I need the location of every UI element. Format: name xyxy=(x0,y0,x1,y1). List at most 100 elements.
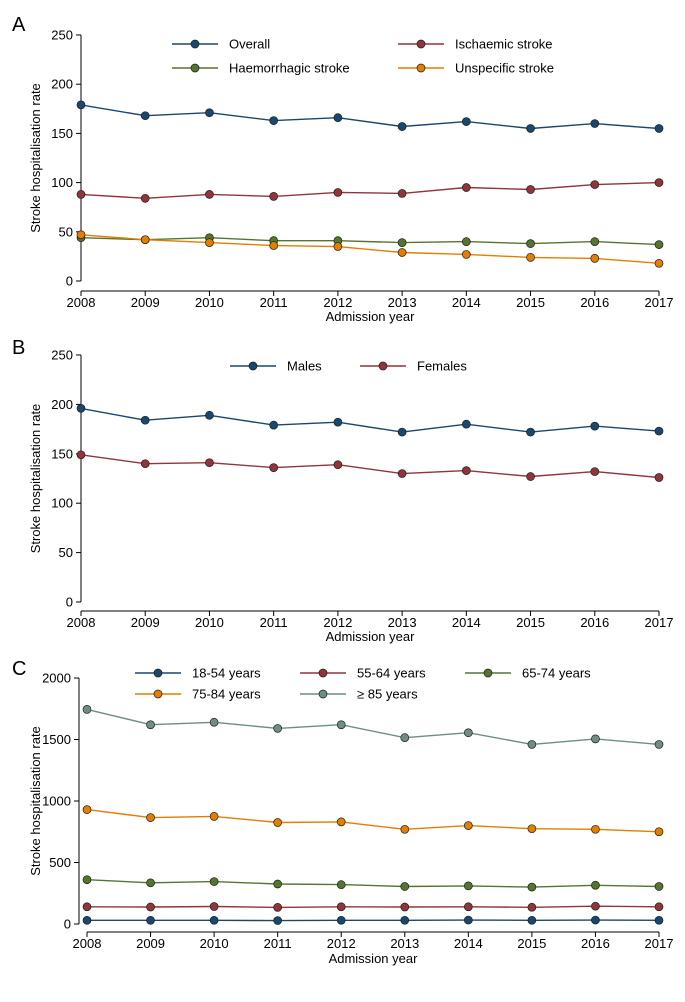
y-axis-title: Stroke hospitalisation rate xyxy=(28,83,43,233)
data-point xyxy=(400,824,410,834)
panel-letter: C xyxy=(12,658,26,680)
x-tick-label: 2013 xyxy=(390,936,419,951)
data-point xyxy=(269,116,279,125)
x-tick-label: 2008 xyxy=(73,936,102,951)
data-point xyxy=(590,421,600,431)
data-point xyxy=(82,805,92,814)
x-tick-label: 2017 xyxy=(645,615,674,630)
data-point xyxy=(82,902,92,912)
data-point xyxy=(269,463,279,472)
data-point xyxy=(400,915,410,925)
series-line xyxy=(80,181,660,200)
data-point xyxy=(463,915,473,925)
data-point xyxy=(654,240,664,249)
legend-swatch-marker xyxy=(248,361,258,371)
x-tick-label: 2015 xyxy=(516,615,545,630)
data-point xyxy=(461,419,471,429)
data-point xyxy=(397,248,407,257)
data-point xyxy=(590,180,600,189)
data-point xyxy=(463,881,473,891)
y-tick-label: 250 xyxy=(51,28,73,43)
data-point xyxy=(461,237,471,246)
data-point xyxy=(527,882,537,892)
data-point xyxy=(526,124,535,133)
data-point xyxy=(526,185,535,194)
x-tick-label: 2014 xyxy=(454,936,483,951)
data-point xyxy=(654,882,664,891)
x-axis-title: Admission year xyxy=(326,309,416,324)
data-point xyxy=(140,111,150,121)
y-tick-label: 0 xyxy=(66,595,73,610)
panel-letter: A xyxy=(12,14,26,36)
legend-swatch-marker xyxy=(153,689,163,699)
data-point xyxy=(269,420,279,430)
data-point xyxy=(526,253,535,262)
data-point xyxy=(82,915,92,925)
y-tick-label: 0 xyxy=(64,917,71,932)
data-point xyxy=(205,238,214,247)
data-point xyxy=(654,426,664,436)
legend-entry: Unspecific stroke xyxy=(398,61,554,76)
x-tick-label: 2012 xyxy=(327,936,356,951)
legend-entry: ≥ 85 years xyxy=(300,687,418,702)
series-0 xyxy=(76,404,664,437)
y-tick-label: 150 xyxy=(51,446,73,461)
data-point xyxy=(140,459,150,469)
data-point xyxy=(76,450,86,460)
x-tick-label: 2008 xyxy=(67,295,96,310)
data-point xyxy=(654,902,664,912)
series-line xyxy=(80,407,660,433)
data-point xyxy=(461,117,471,126)
y-tick-label: 100 xyxy=(51,175,73,190)
data-point xyxy=(397,189,407,198)
legend-entry: 75-84 years xyxy=(135,687,261,702)
legend-swatch-marker xyxy=(318,689,328,699)
legend-swatch-marker xyxy=(416,39,426,49)
data-point xyxy=(527,902,537,912)
data-point xyxy=(76,190,86,199)
x-tick-label: 2015 xyxy=(516,295,545,310)
legend-swatch-marker xyxy=(190,63,200,73)
data-point xyxy=(333,417,343,427)
data-point xyxy=(590,237,600,246)
data-point xyxy=(146,813,155,822)
legend-label: 65-74 years xyxy=(522,666,591,681)
x-tick-label: 2009 xyxy=(131,615,160,630)
data-point xyxy=(76,404,86,413)
data-point xyxy=(654,258,664,268)
legend-label: Ischaemic stroke xyxy=(455,37,553,52)
data-point xyxy=(146,902,155,912)
data-point xyxy=(269,241,279,250)
data-point xyxy=(654,827,664,837)
data-point xyxy=(463,821,473,830)
x-tick-label: 2008 xyxy=(67,615,96,630)
legend-label: Unspecific stroke xyxy=(455,61,554,76)
y-tick-label: 50 xyxy=(59,545,73,560)
y-tick-label: 100 xyxy=(51,496,73,511)
data-point xyxy=(209,877,219,886)
data-point xyxy=(397,238,407,247)
y-tick-label: 2000 xyxy=(42,671,71,686)
data-point xyxy=(654,124,664,133)
series-line xyxy=(80,236,660,246)
data-point xyxy=(76,100,86,110)
y-tick-label: 0 xyxy=(66,274,73,289)
x-tick-label: 2011 xyxy=(264,936,292,951)
data-point xyxy=(654,178,664,187)
data-point xyxy=(333,188,343,197)
data-point xyxy=(397,469,407,478)
data-point xyxy=(82,705,92,714)
data-point xyxy=(336,720,346,730)
legend-entry: 65-74 years xyxy=(465,666,591,681)
series-1 xyxy=(76,450,664,482)
data-point xyxy=(76,230,86,240)
x-axis-title: Admission year xyxy=(329,951,419,966)
series-4 xyxy=(82,705,664,749)
data-point xyxy=(654,473,664,482)
data-point xyxy=(205,458,214,468)
legend-entry: Ischaemic stroke xyxy=(398,37,553,52)
data-point xyxy=(333,460,343,470)
data-point xyxy=(209,902,219,911)
data-point xyxy=(273,916,283,925)
legend-label: 18-54 years xyxy=(192,666,261,681)
